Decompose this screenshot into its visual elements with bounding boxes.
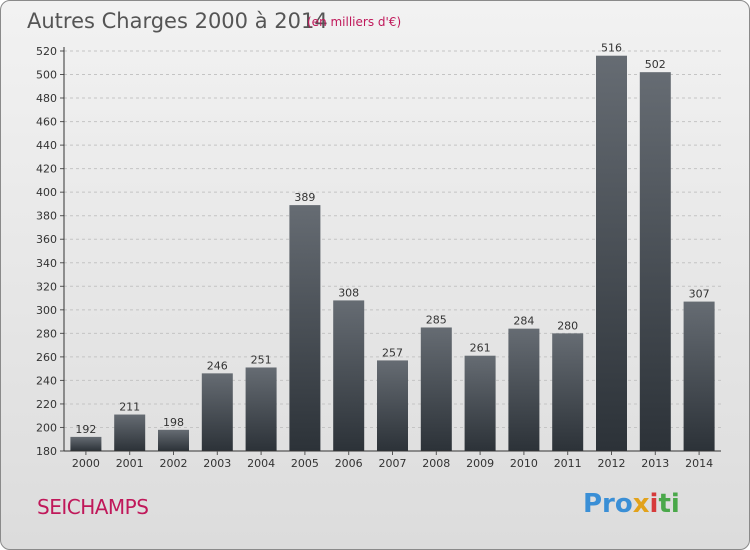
data-label: 285: [426, 313, 447, 326]
bar-2005: [289, 205, 321, 451]
bar-2008: [420, 327, 452, 451]
y-tick-label: 200: [36, 421, 57, 434]
y-tick-label: 520: [36, 45, 57, 58]
x-tick-label: 2014: [685, 457, 713, 470]
y-tick-label: 480: [36, 92, 57, 105]
y-tick-label: 440: [36, 139, 57, 152]
bar-2007: [377, 360, 408, 451]
data-label: 502: [645, 58, 666, 71]
chart-subtitle: (en milliers d'€): [307, 15, 402, 29]
x-tick-label: 2000: [72, 457, 100, 470]
x-tick-label: 2004: [247, 457, 275, 470]
y-tick-label: 400: [36, 186, 57, 199]
y-tick-label: 340: [36, 257, 57, 270]
bar-2001: [114, 414, 146, 451]
data-label: 280: [557, 319, 578, 332]
bar-2003: [201, 373, 233, 451]
x-tick-label: 2012: [598, 457, 626, 470]
bar-2010: [508, 328, 540, 451]
x-tick-label: 2001: [116, 457, 144, 470]
bar-2002: [158, 429, 189, 451]
bar-2013: [639, 72, 671, 452]
y-tick-label: 220: [36, 398, 57, 411]
data-label: 516: [601, 42, 622, 55]
y-tick-label: 320: [36, 280, 57, 293]
chart-title: Autres Charges 2000 à 2014: [27, 9, 328, 33]
x-tick-label: 2009: [466, 457, 494, 470]
data-label: 192: [75, 423, 96, 436]
x-tick-label: 2003: [203, 457, 231, 470]
bar-2011: [552, 333, 584, 451]
bar-2014: [683, 301, 715, 451]
y-tick-label: 500: [36, 69, 57, 82]
bar-2009: [464, 355, 496, 451]
x-tick-label: 2008: [422, 457, 450, 470]
y-tick-label: 180: [36, 445, 57, 458]
x-tick-label: 2007: [379, 457, 407, 470]
x-tick-label: 2002: [160, 457, 188, 470]
data-label: 246: [207, 359, 228, 372]
data-label: 261: [470, 342, 491, 355]
y-tick-label: 240: [36, 374, 57, 387]
bars: 192 211 198 246 251 389 308 257 285 261 284 280 516 5…: [70, 42, 715, 452]
data-label: 198: [163, 416, 184, 429]
y-tick-label: 380: [36, 210, 57, 223]
data-label: 308: [338, 286, 359, 299]
y-tick-label: 260: [36, 351, 57, 364]
data-label: 257: [382, 346, 403, 359]
y-tick-label: 300: [36, 304, 57, 317]
data-label: 211: [119, 401, 140, 414]
x-tick-label: 2010: [510, 457, 538, 470]
bar-2004: [245, 367, 277, 451]
data-label: 389: [294, 191, 315, 204]
data-label: 251: [251, 353, 272, 366]
x-tick-label: 2011: [554, 457, 582, 470]
x-tick-label: 2005: [291, 457, 319, 470]
y-tick-label: 360: [36, 233, 57, 246]
axes: 180 200 220 240 260 280 300 320 340 360 380 400 420 4…: [36, 45, 721, 470]
proxiti-logo[interactable]: Proxiti: [583, 489, 680, 519]
x-tick-label: 2013: [641, 457, 669, 470]
y-tick-label: 280: [36, 327, 57, 340]
bar-2006: [333, 300, 365, 451]
x-tick-label: 2006: [335, 457, 363, 470]
data-label: 307: [689, 288, 710, 301]
data-label: 284: [513, 315, 534, 328]
y-tick-label: 420: [36, 163, 57, 176]
bar-2012: [596, 55, 627, 452]
y-tick-label: 460: [36, 116, 57, 129]
commune-name: SEICHAMPS: [37, 495, 149, 519]
bar-2000: [70, 436, 102, 451]
